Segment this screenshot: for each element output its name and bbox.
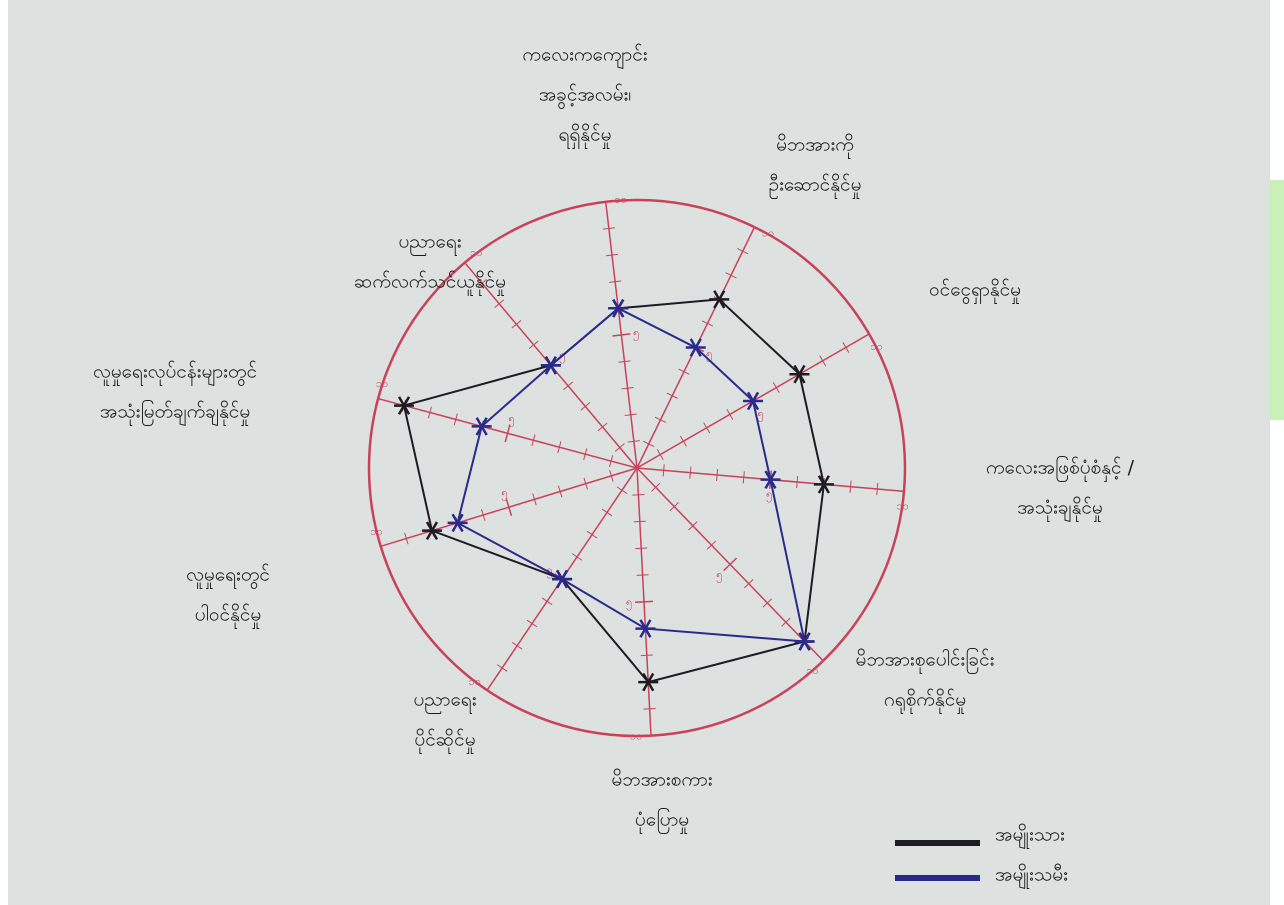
tick-label: ၅: [508, 412, 514, 427]
axis-label: ရရှိနိုင်မှု: [558, 123, 611, 150]
chart: ၅၁၀ကလေးကကျောင်းအခွင့်အလမ်း၊ရရှိနိုင်မှု၅…: [0, 0, 1284, 905]
minor-tick: [641, 655, 653, 656]
axis-label: လူမှုရေးတွင်: [186, 563, 270, 590]
minor-tick: [635, 548, 647, 549]
tick-mark: [642, 735, 660, 736]
axis-label: ဝင်ငွေရှာနိုင်မှု: [929, 278, 1021, 305]
tick-label: ၅: [501, 486, 507, 501]
tick-label: ၅: [633, 326, 639, 341]
tick-label: ၅: [766, 488, 772, 503]
axis-label: ပုံပြောမှု: [635, 807, 689, 835]
tick-label: ၅: [626, 596, 632, 611]
axis-label: ပိုင်ဆိုင်မှု: [414, 728, 475, 755]
legend-label: အမျိုးသမီး: [995, 863, 1068, 890]
axis-label: အသုံးချနိုင်မှု: [1017, 496, 1103, 523]
axis-label: ကလေးကကျောင်း: [522, 43, 647, 70]
axis-label: မိဘအားကို: [776, 133, 854, 160]
axis-label: မိဘအားစကား: [611, 768, 712, 791]
tick-label: ၁၀: [806, 664, 818, 677]
axis-label: မိဘအားစုပေါင်းခြင်း: [856, 647, 995, 675]
tick-label: ၅: [716, 568, 722, 583]
tick-label: ၁၀: [614, 193, 626, 206]
axis-label: ကလေးအဖြစ်ပုံစံနှင့် /: [986, 455, 1135, 483]
tick-label: ၁၀: [870, 340, 882, 353]
minor-tick: [637, 575, 649, 576]
axis-label: လူမှုရေးလုပ်ငန်းများတွင်: [93, 360, 257, 387]
tick-label: ၁၀: [470, 246, 482, 259]
minor-tick: [644, 709, 656, 710]
tick-label: ၁၀: [469, 675, 481, 688]
tick-label: ၁၀: [376, 377, 388, 390]
axis-label: ဂရုစိုက်နိုင်မှု: [884, 688, 966, 715]
tick-label: ၁၀: [762, 227, 774, 240]
legend-label: အမျိုးသား: [995, 823, 1065, 850]
tick-label: ၁၀: [630, 729, 642, 742]
minor-tick: [632, 494, 644, 495]
tick-label: ၁၀: [370, 525, 382, 538]
tick-mark: [635, 601, 653, 602]
edge: [1270, 180, 1284, 420]
tick-label: ၁၀: [896, 499, 908, 512]
minor-tick: [634, 521, 646, 522]
axis-label: ဆက်လက်သင်ယူနိုင်မှု: [354, 270, 506, 297]
axis-label: ဦးဆောင်နိုင်မှု: [769, 173, 862, 200]
axis-label: အခွင့်အလမ်း၊: [539, 83, 632, 110]
axis-label: အသုံးမြတ်ချက်ချနိုင်မှု: [100, 399, 250, 427]
axis-label: ပါဝင်နိုင်မှု: [195, 603, 262, 630]
